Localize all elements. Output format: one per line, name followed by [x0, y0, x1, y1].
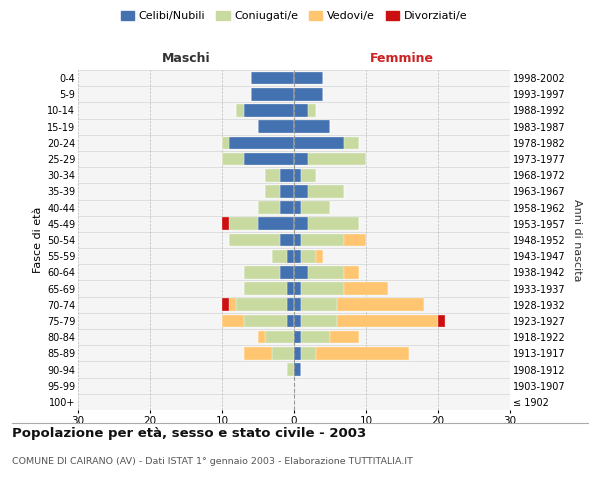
Text: Maschi: Maschi — [161, 52, 211, 65]
Bar — [258, 218, 294, 230]
Bar — [236, 104, 244, 117]
Bar — [294, 120, 330, 133]
Bar — [222, 218, 229, 230]
Bar — [294, 104, 308, 117]
Bar — [272, 250, 287, 262]
Bar — [294, 185, 308, 198]
Bar — [308, 266, 344, 278]
Bar — [265, 331, 294, 344]
Bar — [294, 136, 344, 149]
Bar — [301, 250, 316, 262]
Bar — [258, 202, 280, 214]
Bar — [244, 314, 287, 328]
Bar — [258, 331, 265, 344]
Bar — [344, 282, 388, 295]
Bar — [251, 88, 294, 101]
Text: Popolazione per età, sesso e stato civile - 2003: Popolazione per età, sesso e stato civil… — [12, 428, 366, 440]
Y-axis label: Anni di nascita: Anni di nascita — [572, 198, 583, 281]
Bar — [316, 347, 409, 360]
Bar — [229, 218, 258, 230]
Bar — [337, 298, 424, 311]
Bar — [294, 266, 308, 278]
Bar — [294, 250, 301, 262]
Bar — [301, 331, 330, 344]
Bar — [308, 152, 366, 166]
Bar — [316, 250, 323, 262]
Bar — [438, 314, 445, 328]
Bar — [294, 218, 308, 230]
Bar — [280, 185, 294, 198]
Bar — [222, 314, 244, 328]
Bar — [344, 136, 359, 149]
Bar — [272, 347, 294, 360]
Bar — [294, 363, 301, 376]
Bar — [222, 298, 229, 311]
Bar — [244, 347, 272, 360]
Bar — [222, 152, 244, 166]
Bar — [294, 314, 301, 328]
Bar — [301, 169, 316, 181]
Bar — [280, 169, 294, 181]
Bar — [258, 120, 294, 133]
Bar — [280, 266, 294, 278]
Bar — [265, 169, 280, 181]
Bar — [294, 72, 323, 85]
Bar — [287, 314, 294, 328]
Legend: Celibi/Nubili, Coniugati/e, Vedovi/e, Divorziati/e: Celibi/Nubili, Coniugati/e, Vedovi/e, Di… — [121, 10, 467, 21]
Bar — [294, 234, 301, 246]
Bar — [265, 185, 280, 198]
Bar — [222, 136, 229, 149]
Bar — [294, 347, 301, 360]
Bar — [301, 347, 316, 360]
Bar — [301, 314, 337, 328]
Bar — [308, 218, 359, 230]
Bar — [229, 234, 280, 246]
Bar — [294, 298, 301, 311]
Bar — [308, 104, 316, 117]
Bar — [236, 298, 287, 311]
Bar — [229, 298, 236, 311]
Bar — [294, 152, 308, 166]
Text: COMUNE DI CAIRANO (AV) - Dati ISTAT 1° gennaio 2003 - Elaborazione TUTTITALIA.IT: COMUNE DI CAIRANO (AV) - Dati ISTAT 1° g… — [12, 458, 413, 466]
Bar — [244, 282, 287, 295]
Bar — [301, 234, 344, 246]
Bar — [301, 282, 344, 295]
Bar — [287, 363, 294, 376]
Bar — [244, 104, 294, 117]
Text: Femmine: Femmine — [370, 52, 434, 65]
Bar — [287, 282, 294, 295]
Bar — [308, 185, 344, 198]
Bar — [344, 234, 366, 246]
Bar — [344, 266, 359, 278]
Bar — [244, 266, 280, 278]
Bar — [301, 298, 337, 311]
Bar — [294, 88, 323, 101]
Bar — [251, 72, 294, 85]
Bar — [287, 298, 294, 311]
Bar — [330, 331, 359, 344]
Y-axis label: Fasce di età: Fasce di età — [32, 207, 43, 273]
Bar — [244, 152, 294, 166]
Bar — [294, 331, 301, 344]
Bar — [294, 202, 301, 214]
Bar — [301, 202, 330, 214]
Bar — [294, 169, 301, 181]
Bar — [280, 234, 294, 246]
Bar — [294, 282, 301, 295]
Bar — [229, 136, 294, 149]
Bar — [337, 314, 438, 328]
Bar — [280, 202, 294, 214]
Bar — [287, 250, 294, 262]
